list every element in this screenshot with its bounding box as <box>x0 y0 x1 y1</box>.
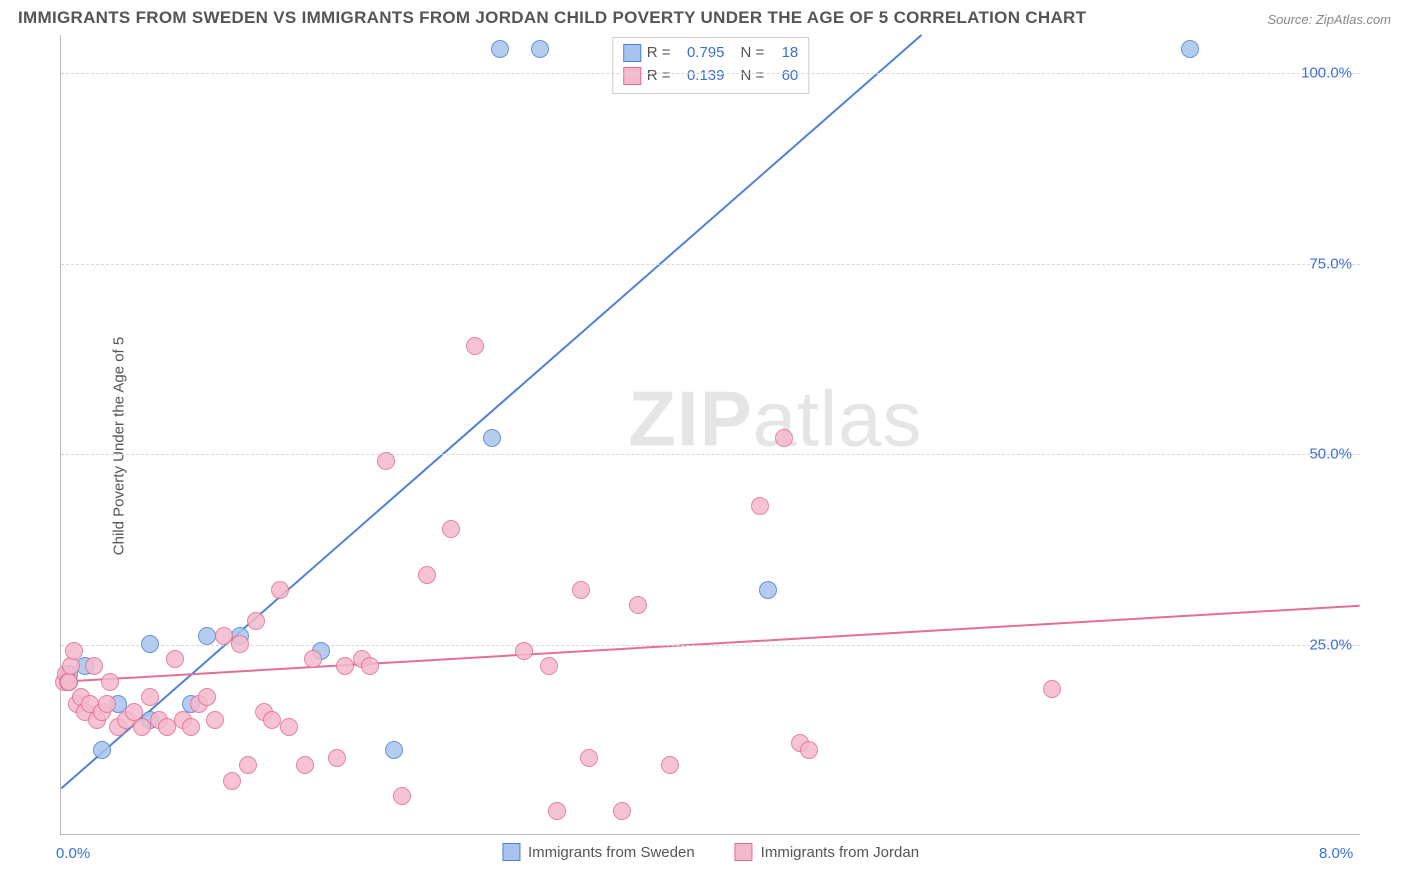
n-value: 60 <box>770 65 798 88</box>
data-point <box>580 749 598 767</box>
gridline <box>61 454 1360 455</box>
data-point <box>141 688 159 706</box>
data-point <box>98 695 116 713</box>
data-point <box>377 452 395 470</box>
data-point <box>198 688 216 706</box>
r-label: R = <box>647 65 671 88</box>
data-point <box>296 756 314 774</box>
stats-legend-row: R = 0.795 N =18 <box>623 42 799 65</box>
chart-container: IMMIGRANTS FROM SWEDEN VS IMMIGRANTS FRO… <box>0 0 1406 892</box>
data-point <box>515 642 533 660</box>
data-point <box>93 741 111 759</box>
data-point <box>166 650 184 668</box>
data-point <box>442 520 460 538</box>
legend-item: Immigrants from Jordan <box>735 843 919 861</box>
data-point <box>418 566 436 584</box>
n-label: N = <box>741 42 765 65</box>
r-value: 0.795 <box>677 42 725 65</box>
n-label: N = <box>741 65 765 88</box>
data-point <box>572 581 590 599</box>
data-point <box>231 635 249 653</box>
data-point <box>800 741 818 759</box>
stats-legend-row: R = 0.139 N =60 <box>623 65 799 88</box>
data-point <box>540 657 558 675</box>
source-attribution: Source: ZipAtlas.com <box>1267 12 1391 27</box>
data-point <box>206 711 224 729</box>
data-point <box>613 802 631 820</box>
data-point <box>101 673 119 691</box>
data-point <box>466 337 484 355</box>
chart-title: IMMIGRANTS FROM SWEDEN VS IMMIGRANTS FRO… <box>18 8 1086 28</box>
data-point <box>182 718 200 736</box>
n-value: 18 <box>770 42 798 65</box>
r-label: R = <box>647 42 671 65</box>
data-point <box>328 749 346 767</box>
data-point <box>271 581 289 599</box>
bottom-legend: Immigrants from Sweden Immigrants from Jo… <box>502 843 919 861</box>
data-point <box>385 741 403 759</box>
data-point <box>629 596 647 614</box>
data-point <box>361 657 379 675</box>
r-value: 0.139 <box>677 65 725 88</box>
data-point <box>304 650 322 668</box>
data-point <box>393 787 411 805</box>
gridline <box>61 645 1360 646</box>
y-tick-label: 100.0% <box>1301 65 1352 82</box>
legend-item: Immigrants from Sweden <box>502 843 695 861</box>
data-point <box>548 802 566 820</box>
gridline <box>61 264 1360 265</box>
data-point <box>751 497 769 515</box>
data-point <box>1043 680 1061 698</box>
gridline <box>61 73 1360 74</box>
data-point <box>158 718 176 736</box>
data-point <box>62 657 80 675</box>
data-point <box>223 772 241 790</box>
data-point <box>85 657 103 675</box>
plot-area: ZIPatlas R =0.795N =18R =0.139N =60 Immi… <box>60 35 1360 835</box>
legend-swatch <box>623 67 641 85</box>
legend-label: Immigrants from Sweden <box>528 844 695 861</box>
legend-swatch <box>735 843 753 861</box>
data-point <box>1181 40 1199 58</box>
legend-label: Immigrants from Jordan <box>761 844 919 861</box>
legend-swatch <box>623 44 641 62</box>
data-point <box>336 657 354 675</box>
y-tick-label: 50.0% <box>1309 446 1352 463</box>
data-point <box>133 718 151 736</box>
data-point <box>239 756 257 774</box>
stats-legend-box: R = 0.795 N =18 R = 0.139 N =60 <box>612 37 810 94</box>
trend-line <box>61 35 921 788</box>
data-point <box>759 581 777 599</box>
data-point <box>775 429 793 447</box>
x-tick-label: 0.0% <box>56 845 90 862</box>
x-tick-label: 8.0% <box>1319 845 1353 862</box>
data-point <box>280 718 298 736</box>
watermark: ZIPatlas <box>628 373 922 464</box>
y-tick-label: 75.0% <box>1309 255 1352 272</box>
data-point <box>247 612 265 630</box>
data-point <box>531 40 549 58</box>
data-point <box>483 429 501 447</box>
data-point <box>491 40 509 58</box>
legend-swatch <box>502 843 520 861</box>
data-point <box>141 635 159 653</box>
data-point <box>661 756 679 774</box>
data-point <box>65 642 83 660</box>
y-tick-label: 25.0% <box>1309 636 1352 653</box>
